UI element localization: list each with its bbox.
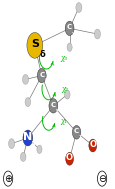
Circle shape (66, 43, 72, 51)
Circle shape (9, 139, 14, 149)
Circle shape (25, 98, 30, 107)
Text: δ: δ (39, 50, 45, 59)
Circle shape (23, 130, 32, 146)
Circle shape (3, 171, 13, 186)
Text: C: C (50, 102, 55, 108)
Circle shape (94, 29, 100, 39)
Text: C: C (73, 128, 78, 134)
Text: ⊖: ⊖ (97, 174, 105, 184)
Circle shape (75, 3, 81, 12)
Circle shape (88, 139, 96, 152)
Circle shape (97, 171, 106, 186)
Text: χ₃: χ₃ (60, 54, 67, 62)
Circle shape (37, 68, 46, 83)
Circle shape (20, 152, 26, 161)
Circle shape (27, 33, 42, 58)
Circle shape (65, 21, 73, 36)
Text: β: β (44, 78, 47, 82)
Text: γ: γ (71, 31, 74, 35)
Text: 1: 1 (30, 141, 36, 150)
Text: C: C (66, 24, 72, 30)
Text: N: N (23, 132, 32, 142)
Text: S: S (31, 40, 38, 49)
Circle shape (37, 145, 42, 153)
Circle shape (64, 90, 69, 99)
Text: χ₂: χ₂ (61, 85, 68, 93)
Circle shape (65, 152, 73, 165)
Text: C: C (39, 72, 44, 78)
Text: α: α (55, 108, 58, 112)
Text: O: O (89, 140, 95, 149)
Text: O: O (66, 153, 72, 162)
Text: χ₁: χ₁ (60, 117, 67, 125)
Circle shape (72, 125, 80, 139)
Text: ⊕: ⊕ (4, 174, 12, 184)
Text: 1: 1 (78, 135, 81, 139)
Circle shape (49, 99, 57, 113)
Circle shape (22, 74, 28, 84)
